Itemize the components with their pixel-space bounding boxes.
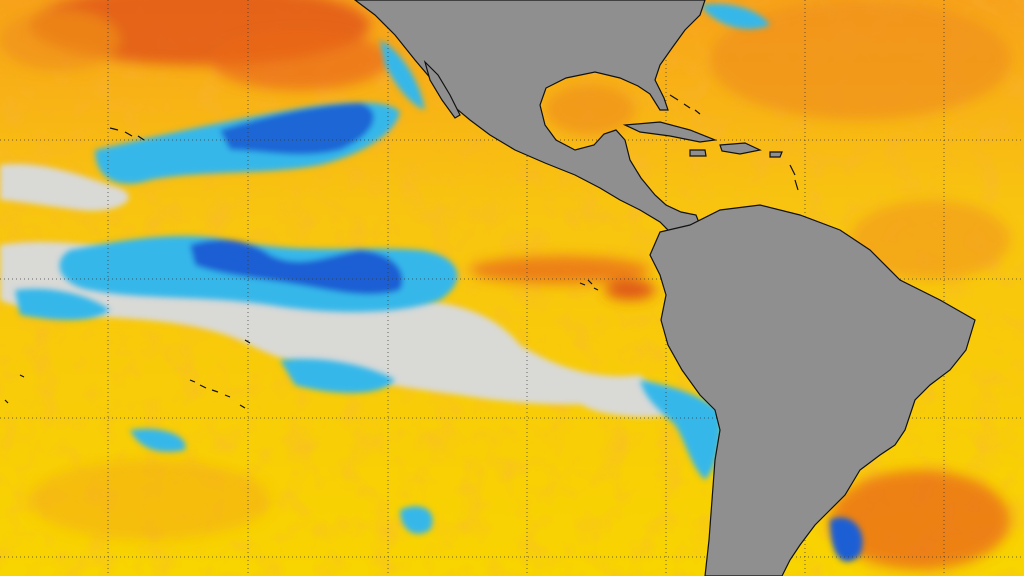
caribbean-islands	[622, 94, 799, 191]
north-central-america	[354, 0, 706, 233]
baja-california	[423, 59, 461, 119]
pacific-islands	[4, 127, 599, 409]
cool-anomalies	[15, 3, 863, 562]
warm-anomalies	[0, 0, 1010, 570]
south-america	[649, 204, 976, 576]
